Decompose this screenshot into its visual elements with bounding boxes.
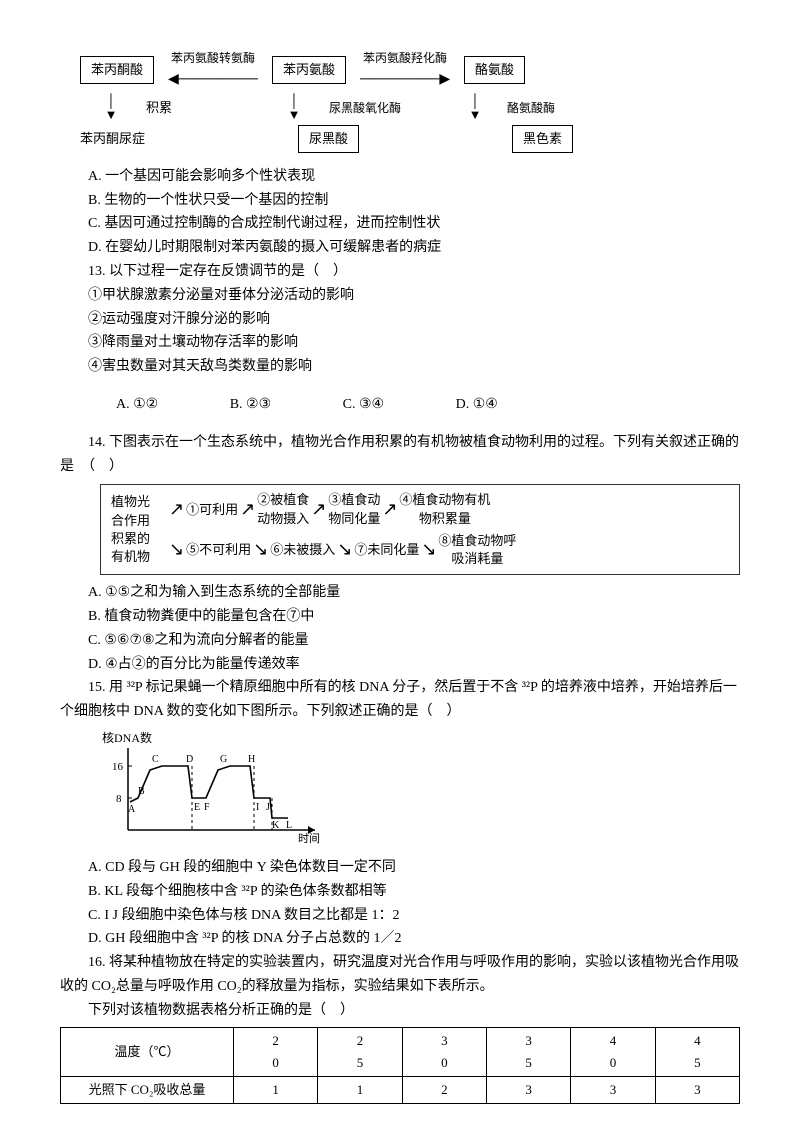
arrow-icon: ↘ [335, 537, 354, 562]
node-melanin: 黑色素 [512, 125, 573, 153]
cell: 4 5 [655, 1027, 739, 1076]
q14-d: D. ④占②的百分比为能量传递效率 [60, 653, 740, 677]
arrow-icon: ↘ [167, 537, 186, 562]
svg-text:C: C [152, 754, 159, 765]
svg-text:H: H [248, 754, 255, 765]
flow-b2: ⑥未被摄入 [270, 541, 335, 559]
svg-text:F: F [204, 802, 210, 813]
svg-text:G: G [220, 754, 227, 765]
arrow-left-icon: ◀──────── [168, 68, 258, 92]
q13-a: A. ①② [88, 393, 158, 417]
svg-text:I: I [256, 802, 259, 813]
svg-text:D: D [186, 754, 193, 765]
q13-item3: ③降雨量对土壤动物存活率的影响 [60, 331, 740, 355]
energy-flow-diagram: 植物光 合作用 积累的 有机物 ↗ ①可利用 ↗ ②被植食 动物摄入 ↗ ③植食… [100, 484, 740, 575]
svg-text:E: E [194, 802, 200, 813]
label-right-enz: 酪氨酸酶 [507, 98, 575, 118]
q15-d: D. GH 段细胞中含 ³²P 的核 DNA 分子占总数的 1／2 [60, 927, 740, 951]
svg-text:16: 16 [112, 761, 124, 773]
node-phe: 苯丙氨酸 [272, 56, 346, 84]
flow-t2: ②被植食 动物摄入 [257, 491, 309, 527]
flow-t4: ④植食动物有机 物积累量 [399, 491, 490, 527]
svg-text:时间: 时间 [298, 832, 320, 845]
label-mid-enz: 尿黑酸氧化酶 [329, 98, 419, 118]
cell: 3 5 [486, 1027, 570, 1076]
table-row: 温度（℃） 2 0 2 5 3 0 3 5 4 0 4 5 [61, 1027, 740, 1076]
q13-stem: 13. 以下过程一定存在反馈调节的是（ ） [60, 260, 740, 284]
cell: 1 [318, 1076, 402, 1103]
svg-text:J: J [266, 802, 270, 813]
data-table: 温度（℃） 2 0 2 5 3 0 3 5 4 0 4 5 光照下 CO₂吸收总… [60, 1027, 740, 1104]
q13-item2: ②运动强度对汗腺分泌的影响 [60, 308, 740, 332]
ylabel: 核DNA数 [102, 730, 152, 745]
node-pku: 苯丙酮尿症 [80, 128, 160, 150]
q13-b: B. ②③ [202, 393, 271, 417]
option-a: A. 一个基因可能会影响多个性状表现 [60, 165, 740, 189]
q16-lead: 下列对该植物数据表格分析正确的是（ ） [60, 999, 740, 1023]
flow-b4: ⑧植食动物呼 吸消耗量 [438, 532, 516, 568]
flow-source: 植物光 合作用 积累的 有机物 [111, 493, 167, 566]
flow-b1: ⑤不可利用 [186, 541, 251, 559]
arrow-icon: ↗ [380, 497, 399, 522]
option-c: C. 基因可通过控制酶的合成控制代谢过程，进而控制性状 [60, 212, 740, 236]
q14-b: B. 植食动物粪便中的能量包含在⑦中 [60, 605, 740, 629]
arrow-right-icon: ────────▶ [360, 68, 450, 92]
q13-options: A. ①② B. ②③ C. ③④ D. ①④ [60, 393, 740, 417]
arrow-icon: ↗ [238, 497, 257, 522]
cell: 2 0 [234, 1027, 318, 1076]
cell: 2 [402, 1076, 486, 1103]
arrow-down-icon: │▼ [447, 94, 503, 123]
option-d: D. 在婴幼儿时期限制对苯丙氨酸的摄入可缓解患者的病症 [60, 236, 740, 260]
arrow-icon: ↘ [251, 537, 270, 562]
q15-a: A. CD 段与 GH 段的细胞中 Y 染色体数目一定不同 [60, 856, 740, 880]
node-ppa: 苯丙酮酸 [80, 56, 154, 84]
q15-stem: 15. 用 ³²P 标记果蝇一个精原细胞中所有的核 DNA 分子，然后置于不含 … [60, 676, 740, 724]
cell: 2 5 [318, 1027, 402, 1076]
cell: 3 [655, 1076, 739, 1103]
cell: 1 [234, 1076, 318, 1103]
arrow-icon: ↗ [167, 497, 186, 522]
dna-graph: 核DNA数 16 8 A B C D E F G H I J K L 时间 [100, 730, 330, 850]
q16-stem: 16. 将某种植物放在特定的实验装置内，研究温度对光合作用与呼吸作用的影响，实验… [60, 951, 740, 999]
metabolism-diagram: 苯丙酮酸 苯丙氨酸转氨酶 ◀──────── 苯丙氨酸 苯丙氨酸羟化酶 ────… [80, 48, 740, 153]
svg-text:K: K [272, 820, 280, 831]
q14-stem: 14. 下图表示在一个生态系统中，植物光合作用积累的有机物被植食动物利用的过程。… [60, 431, 740, 479]
q13-c: C. ③④ [315, 393, 384, 417]
arrow-icon: ↘ [419, 537, 438, 562]
flow-t1: ①可利用 [186, 501, 238, 519]
svg-text:L: L [286, 820, 292, 831]
cell: 3 [486, 1076, 570, 1103]
q15-c: C. I J 段细胞中染色体与核 DNA 数目之比都是 1：2 [60, 904, 740, 928]
flow-t3: ③植食动 物同化量 [328, 491, 380, 527]
q13-item1: ①甲状腺激素分泌量对垂体分泌活动的影响 [60, 284, 740, 308]
q14-a: A. ①⑤之和为输入到生态系统的全部能量 [60, 581, 740, 605]
arrow-icon: ↗ [309, 497, 328, 522]
enzyme-right: 苯丙氨酸羟化酶 [363, 48, 447, 68]
option-b: B. 生物的一个性状只受一个基因的控制 [60, 189, 740, 213]
q14-c: C. ⑤⑥⑦⑧之和为流向分解者的能量 [60, 629, 740, 653]
q13-d: D. ①④ [428, 393, 498, 417]
cell: 3 0 [402, 1027, 486, 1076]
node-tyr: 酪氨酸 [464, 56, 525, 84]
q13-item4: ④害虫数量对其天敌鸟类数量的影响 [60, 355, 740, 379]
arrow-down-icon: │▼ [80, 94, 142, 123]
node-hga: 尿黑酸 [298, 125, 359, 153]
arrow-down-icon: │▼ [263, 94, 325, 123]
svg-text:B: B [138, 786, 145, 797]
svg-text:8: 8 [116, 793, 122, 805]
flow-b3: ⑦未同化量 [354, 541, 419, 559]
cell: 4 0 [571, 1027, 655, 1076]
row-label: 温度（℃） [61, 1027, 234, 1076]
label-accum: 积累 [146, 97, 185, 119]
svg-text:A: A [128, 804, 136, 815]
table-row: 光照下 CO₂吸收总量 1 1 2 3 3 3 [61, 1076, 740, 1103]
cell: 3 [571, 1076, 655, 1103]
enzyme-left: 苯丙氨酸转氨酶 [171, 48, 255, 68]
row-label: 光照下 CO₂吸收总量 [61, 1076, 234, 1103]
q15-b: B. KL 段每个细胞核中含 ³²P 的染色体条数都相等 [60, 880, 740, 904]
